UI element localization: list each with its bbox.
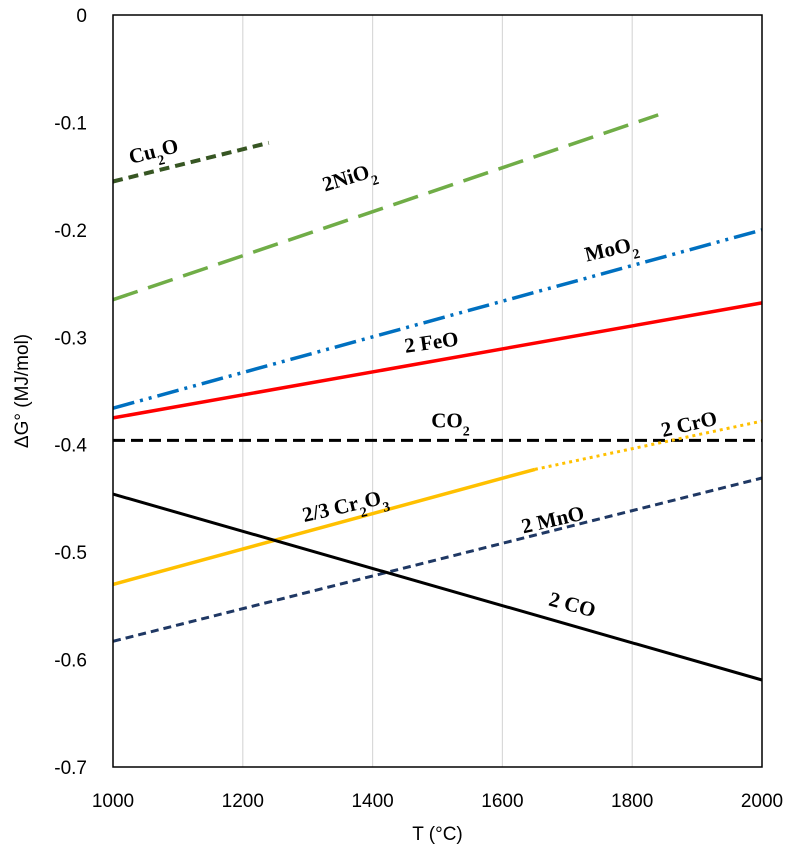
x-tick-label: 1400 xyxy=(351,791,393,812)
series-line-feo xyxy=(112,301,763,420)
x-tick-labels: 1000 1200 1400 1600 1800 2000 xyxy=(92,791,783,812)
series-line-nio2 xyxy=(112,113,659,302)
series-label-part: O xyxy=(362,486,383,513)
series-label-part: 2 xyxy=(156,152,166,168)
series-line-mno xyxy=(112,476,763,643)
series-label-part: 2 CO xyxy=(546,587,598,622)
y-tick-label: -0.6 xyxy=(54,651,87,672)
series-label-part: 2 xyxy=(463,424,470,439)
series-line-cu2o xyxy=(112,140,270,184)
series-label-part: 2 MnO xyxy=(519,501,586,539)
series-label-part: CO xyxy=(431,409,463,433)
x-tick-label: 1800 xyxy=(611,791,653,812)
y-tick-label: -0.7 xyxy=(54,758,87,779)
y-tick-label: -0.5 xyxy=(54,543,87,564)
plot-frame xyxy=(112,14,763,768)
series-label-part: Cu xyxy=(126,139,158,169)
x-tick-label: 1600 xyxy=(481,791,523,812)
series-label-cu2o: Cu2O xyxy=(126,133,182,175)
series-label-part: 2 xyxy=(359,504,369,520)
series-label-part: 2 xyxy=(631,246,641,262)
series-label-cr2o3: 2/3 Cr2O3 xyxy=(300,484,392,533)
series-label-part: 3 xyxy=(381,499,391,515)
series-label-part: 2 FeO xyxy=(403,327,460,358)
y-tick-label: -0.1 xyxy=(54,113,87,134)
series-label-part: 2 xyxy=(370,172,381,188)
x-tick-label: 2000 xyxy=(741,791,783,812)
y-tick-label: -0.4 xyxy=(54,436,87,457)
x-tick-label: 1000 xyxy=(92,791,134,812)
series-line-co xyxy=(112,492,763,682)
series-label-part: O xyxy=(159,133,181,160)
series-label-part: MoO xyxy=(582,233,633,267)
series-lines xyxy=(112,113,763,682)
series-line-moo2 xyxy=(112,228,763,410)
series-label-part: 2/3 Cr xyxy=(300,491,361,527)
series-label-nio2: 2NiO2 xyxy=(319,157,380,202)
x-axis-title: T (°C) xyxy=(412,824,463,845)
series-label-cro: 2 CrO xyxy=(659,406,720,442)
y-tick-labels: 0 -0.1 -0.2 -0.3 -0.4 -0.5 -0.6 -0.7 xyxy=(54,6,87,779)
series-line-cro xyxy=(534,419,763,471)
series-label-feo: 2 FeO xyxy=(403,327,460,358)
series-label-part: 2NiO xyxy=(319,160,372,197)
series-line-cr2o3 xyxy=(112,467,536,587)
grid xyxy=(112,15,763,767)
y-tick-label: -0.2 xyxy=(54,221,87,242)
y-axis-title: ΔG° (MJ/mol) xyxy=(12,334,33,448)
series-label-mno: 2 MnO xyxy=(519,501,586,539)
y-tick-label: 0 xyxy=(76,6,87,27)
y-tick-label: -0.3 xyxy=(54,328,87,349)
series-label-co: 2 CO xyxy=(546,587,598,622)
series-label-part: 2 CrO xyxy=(659,406,720,442)
x-tick-label: 1200 xyxy=(222,791,264,812)
series-label-co2: CO2 xyxy=(431,409,470,440)
